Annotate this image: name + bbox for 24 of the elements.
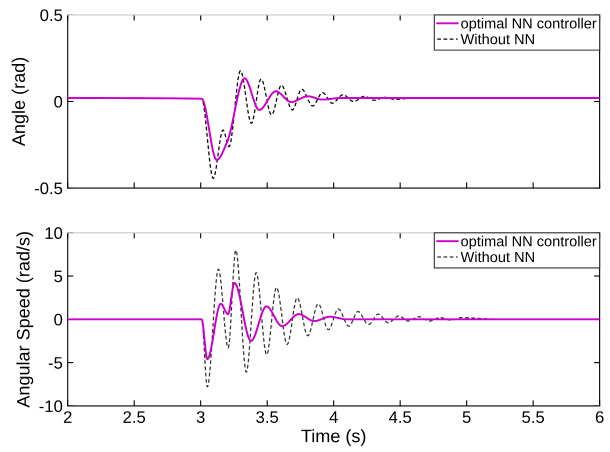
x-tick-label: 4.5 (388, 411, 412, 423)
y-tick-label: 0 (54, 96, 62, 108)
y-tick-label: 10 (46, 227, 62, 239)
x-tick-label: 6 (596, 411, 604, 423)
y-tick-label: -10 (40, 400, 62, 412)
y-tick-label: 0 (54, 314, 62, 326)
y-tick-label: -0.5 (34, 182, 62, 194)
y-tick-label: 0.5 (40, 9, 62, 22)
x-tick-label: 5 (462, 411, 471, 423)
x-tick-label: 4 (329, 411, 338, 423)
x-tick-label: 5.5 (522, 411, 544, 423)
legend-label: optimal NN controller (461, 18, 596, 32)
x-tick-label: 3.5 (256, 411, 278, 423)
y-tick-label: -5 (48, 357, 62, 369)
legend-label: Without NN (460, 251, 534, 262)
legend-label: optimal NN controller (461, 236, 596, 250)
y-axis-title: Angle (rad) (12, 58, 29, 146)
x-tick-label: 3 (196, 411, 205, 423)
x-tick-label: 2.5 (123, 411, 146, 423)
x-tick-label: 2 (64, 411, 72, 423)
x-axis-title: Time (s) (301, 429, 366, 446)
y-tick-label: 5 (54, 270, 62, 282)
y-axis-title: Angular Speed (rad/s) (16, 232, 34, 408)
legend-label: Without NN (460, 34, 534, 44)
